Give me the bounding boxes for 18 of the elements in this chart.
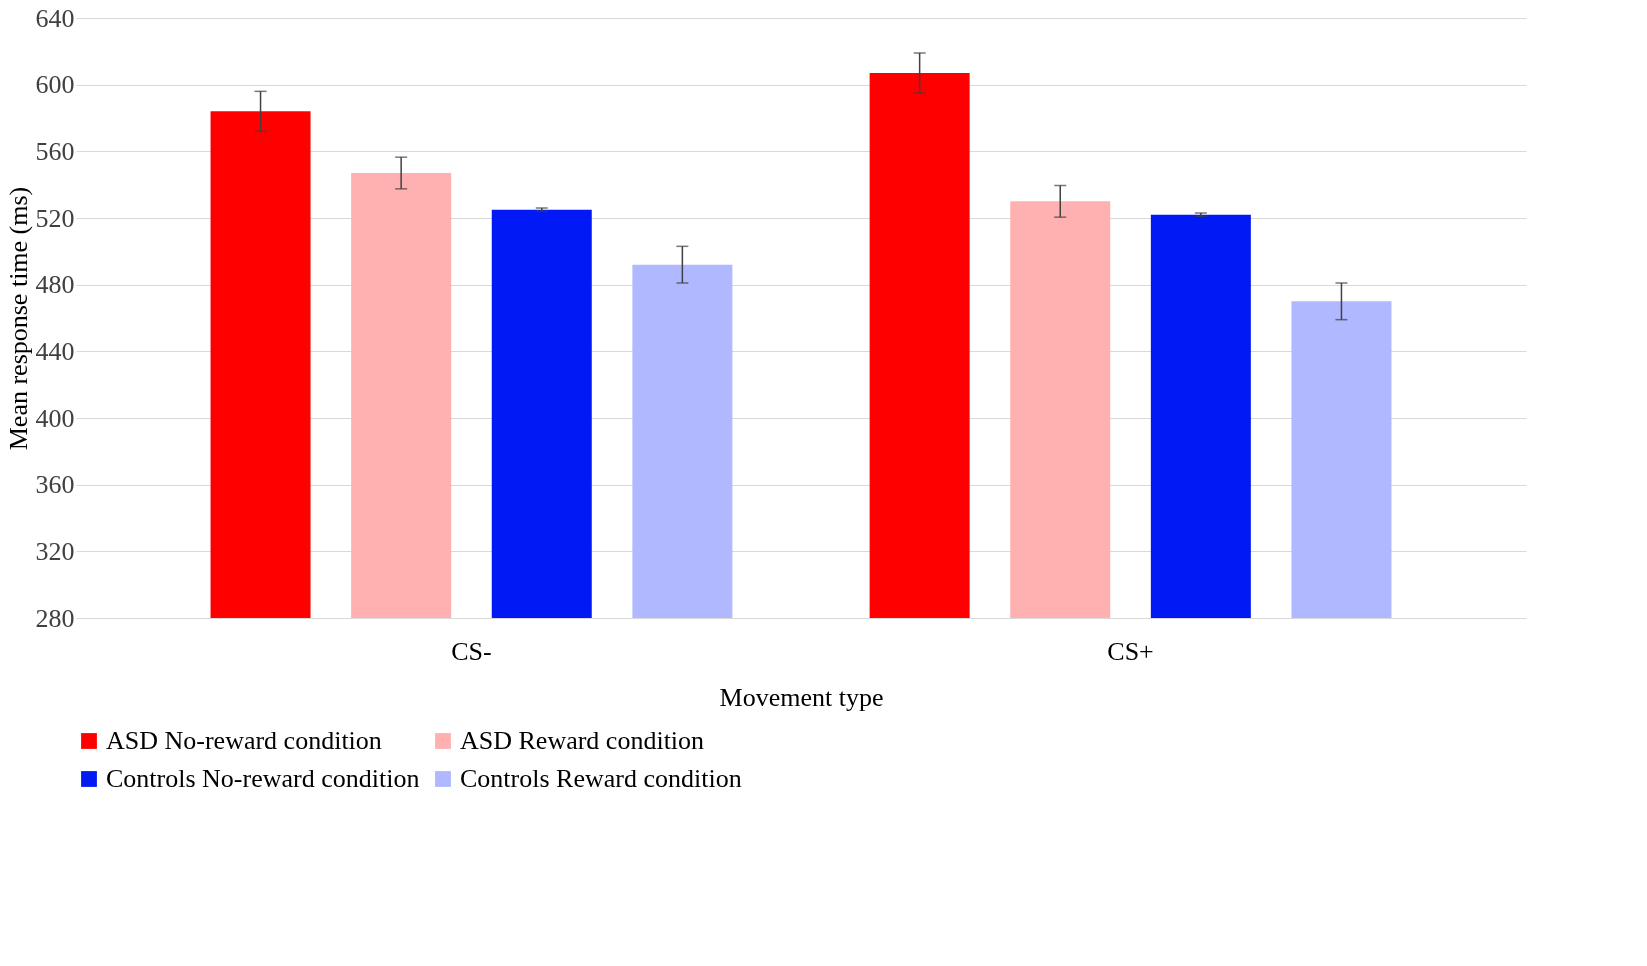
y-tick-label: 360 (35, 470, 75, 500)
legend-label: Controls No-reward condition (106, 764, 420, 793)
y-tick-label: 400 (35, 403, 75, 433)
y-tick-label: 520 (35, 203, 75, 233)
y-tick-label: 320 (35, 536, 75, 566)
x-axis-title: Movement type (719, 682, 884, 712)
legend-label: ASD No-reward condition (106, 726, 382, 755)
legend-label: Controls Reward condition (460, 764, 742, 793)
y-axis-title: Mean response time (ms) (3, 186, 33, 451)
y-tick-label: 600 (35, 70, 75, 100)
legend-label: ASD Reward condition (460, 726, 705, 755)
y-tick-label: 480 (35, 270, 75, 300)
x-tick-label: CS+ (1107, 636, 1154, 666)
y-tick-label: 280 (35, 603, 75, 633)
y-tick-label: 560 (35, 136, 75, 166)
y-tick-label: 440 (35, 336, 75, 366)
y-tick-label: 640 (35, 3, 75, 33)
x-tick-label: CS- (451, 636, 492, 666)
